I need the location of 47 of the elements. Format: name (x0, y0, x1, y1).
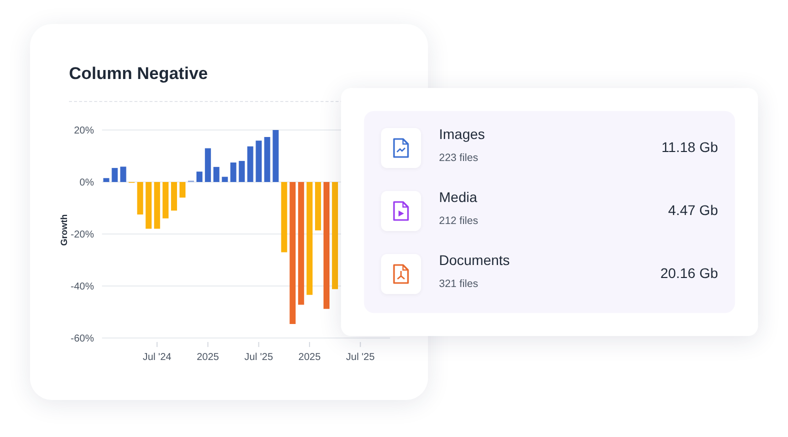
bar (196, 172, 202, 182)
bar (213, 166, 220, 182)
bar (332, 182, 338, 290)
y-tick-label: 0% (80, 178, 94, 189)
bar (162, 182, 169, 218)
bar (298, 182, 304, 305)
text: 4.47 Gb (668, 202, 718, 218)
x-tick-label: Jul '25 (244, 352, 274, 363)
y-tick-label: -40% (70, 282, 94, 293)
bar (204, 148, 211, 182)
bar (281, 182, 288, 252)
bar (137, 182, 144, 214)
bar (247, 146, 254, 182)
bar (154, 182, 160, 229)
x-tick-label: 2025 (196, 352, 220, 363)
bar (256, 140, 262, 182)
y-tick-label: 20% (74, 126, 94, 137)
bar (264, 137, 270, 182)
y-tick-label: -60% (70, 334, 94, 345)
x-tick-label: Jul '24 (142, 352, 172, 363)
bar (222, 176, 228, 182)
text: 212 files (439, 215, 478, 227)
bar (315, 182, 322, 230)
text: 223 files (439, 152, 478, 164)
category-label: Documents (439, 252, 510, 268)
bar (272, 130, 279, 182)
text: 11.18 Gb (661, 139, 718, 155)
bar (324, 182, 330, 309)
bar (180, 182, 186, 198)
category-label: Media (439, 189, 478, 205)
x-tick-label: 2025 (298, 352, 322, 363)
bar (171, 182, 178, 211)
bar (146, 182, 152, 229)
chart-title: Column Negative (69, 64, 208, 84)
bar (238, 160, 245, 182)
bar (230, 162, 236, 182)
text: 321 files (439, 278, 478, 290)
bar (120, 166, 126, 182)
category-label: Images (439, 126, 485, 142)
bar (112, 168, 118, 182)
bar (290, 182, 296, 324)
text: 20.16 Gb (660, 265, 718, 281)
x-tick-label: Jul '25 (346, 352, 376, 363)
y-axis-title: Growth (59, 214, 69, 246)
bar (306, 182, 313, 295)
y-tick-label: -20% (70, 230, 94, 241)
bar (103, 178, 110, 182)
